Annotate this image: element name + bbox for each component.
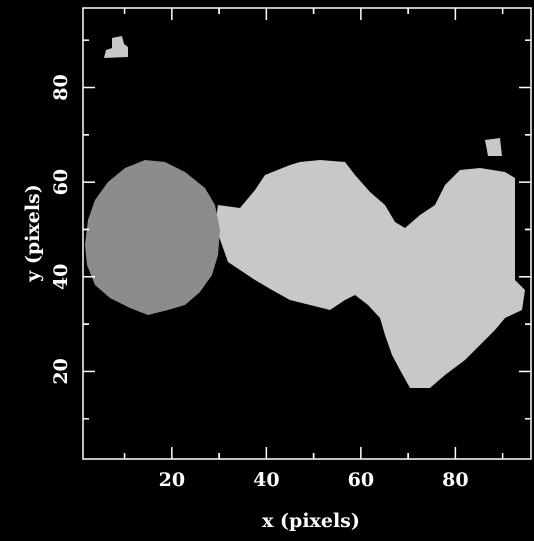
y-tick-label: 20 (50, 358, 72, 384)
x-tick-label: 60 (348, 469, 374, 491)
y-axis-label: y (pixels) (22, 184, 44, 282)
page: {"chart_data":{"type":"segmentation","xl… (0, 0, 534, 541)
x-tick-label: 20 (159, 469, 185, 491)
y-tick-label: 80 (50, 74, 72, 100)
segment-small (485, 138, 502, 156)
x-axis-label: x (pixels) (262, 510, 360, 532)
y-tick-label: 60 (50, 169, 72, 195)
y-tick-label: 40 (50, 264, 72, 290)
chart: 20 40 60 80 20 40 60 80 x (pixels) y (pixels) (0, 0, 534, 541)
x-tick-label: 40 (253, 469, 279, 491)
x-tick-label: 80 (442, 469, 468, 491)
